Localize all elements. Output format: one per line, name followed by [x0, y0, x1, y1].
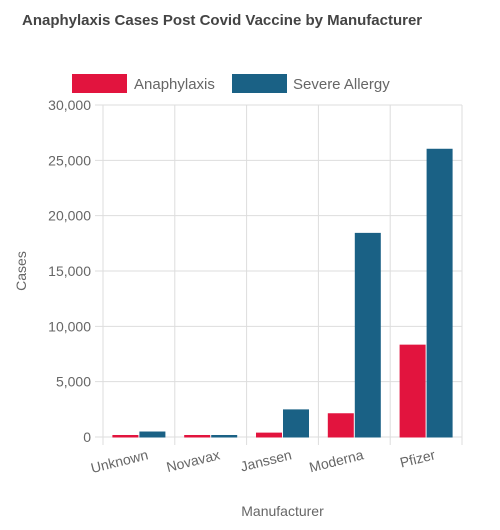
y-tick-label: 25,000 — [48, 152, 91, 168]
bar-anaphylaxis-moderna — [327, 413, 354, 438]
bar-severe-allergy-pfizer — [426, 148, 453, 438]
bar-anaphylaxis-novavax — [184, 435, 211, 438]
y-tick-label: 15,000 — [48, 263, 91, 279]
bar-anaphylaxis-unknown — [112, 435, 139, 438]
x-tick-label: Janssen — [239, 446, 293, 474]
x-tick-label: Moderna — [308, 446, 366, 475]
y-tick-label: 5,000 — [56, 374, 91, 390]
chart-title: Anaphylaxis Cases Post Covid Vaccine by … — [22, 12, 423, 29]
legend-swatch-severe-allergy — [232, 74, 287, 93]
y-tick-label: 20,000 — [48, 208, 91, 224]
x-axis-title: Manufacturer — [241, 503, 324, 519]
x-tick-label: Unknown — [89, 446, 150, 476]
bar-severe-allergy-novavax — [211, 435, 238, 438]
y-tick-label: 30,000 — [48, 97, 91, 113]
legend-label-anaphylaxis: Anaphylaxis — [134, 76, 215, 93]
y-tick-label: 10,000 — [48, 318, 91, 334]
bar-anaphylaxis-pfizer — [399, 344, 426, 438]
x-tick-label: Pfizer — [398, 446, 437, 470]
legend-swatch-anaphylaxis — [72, 74, 127, 93]
y-axis-title: Cases — [13, 251, 29, 291]
bar-severe-allergy-moderna — [354, 232, 381, 438]
legend-label-severe-allergy: Severe Allergy — [293, 76, 390, 93]
x-tick-label: Novavax — [165, 446, 222, 475]
bar-severe-allergy-unknown — [139, 431, 166, 438]
y-tick-label: 0 — [83, 429, 91, 445]
bar-anaphylaxis-janssen — [256, 432, 282, 438]
bar-severe-allergy-janssen — [283, 409, 309, 438]
